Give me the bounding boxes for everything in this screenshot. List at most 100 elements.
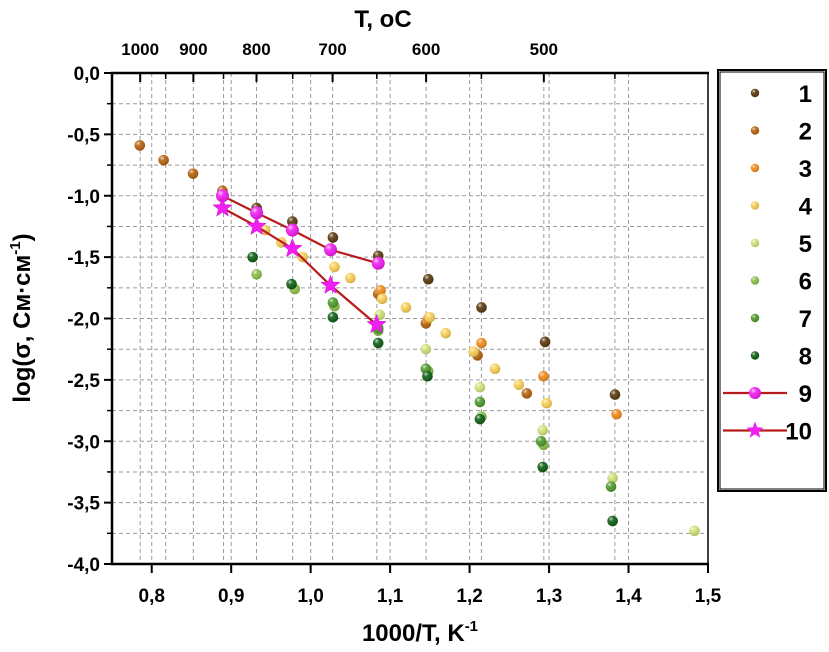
data-point-highlight [376, 293, 388, 305]
data-point-highlight [539, 336, 551, 348]
data-point-highlight [474, 381, 486, 393]
data-point-highlight [468, 346, 479, 357]
x-tick-label: 1,0 [297, 586, 323, 607]
data-point-highlight [345, 272, 356, 284]
data-point-highlight [251, 269, 262, 280]
data-point-highlight [607, 472, 618, 484]
series-1 [217, 186, 621, 400]
legend-marker-highlight [750, 163, 760, 173]
data-point-highlight [513, 379, 525, 391]
x-tick-label: 0,9 [218, 586, 244, 607]
legend-marker-highlight [749, 387, 761, 399]
data-point-highlight [422, 370, 433, 382]
data-point-highlight [689, 525, 700, 537]
data-point-highlight [521, 388, 533, 399]
legend-item-5: 5 [750, 231, 812, 258]
data-point-highlight [537, 424, 549, 436]
legend-label: 3 [799, 156, 812, 183]
data-point-highlight [287, 216, 298, 227]
legend-item-8: 8 [750, 344, 812, 371]
legend-label: 10 [785, 419, 812, 446]
legend-item-6: 6 [750, 269, 812, 296]
series-10 [212, 197, 387, 334]
legend-marker-highlight [750, 276, 760, 285]
data-point-highlight [538, 370, 549, 382]
data-point-highlight [537, 461, 549, 473]
data-point-highlight [474, 413, 486, 425]
x-axis-title: 1000/T, K-1 [362, 618, 478, 647]
y-tick-label: 0,0 [74, 64, 100, 85]
y-axis-title: log(σ, См·см-1) [7, 233, 36, 402]
data-point-highlight [327, 297, 339, 308]
y-tick-label: -2,5 [67, 371, 100, 392]
series-8 [247, 251, 618, 527]
data-point-highlight [329, 261, 340, 273]
series-3 [375, 284, 622, 420]
top-tick-label: 600 [412, 40, 440, 59]
x-tick-label: 1,3 [536, 586, 562, 607]
data-point-highlight [607, 515, 618, 527]
legend-marker-highlight [750, 126, 760, 135]
data-point-star [212, 197, 233, 217]
data-point-highlight [285, 223, 299, 237]
legend-marker-highlight [750, 238, 760, 248]
data-point-highlight [247, 251, 258, 263]
legend-marker-highlight [750, 351, 760, 360]
data-point-highlight [609, 389, 621, 400]
legend-label: 5 [799, 231, 812, 258]
legend-item-10: 10 [723, 419, 812, 446]
data-point-highlight [535, 435, 547, 447]
top-axis-title: T, oC [354, 6, 411, 33]
data-point-highlight [134, 140, 146, 151]
legend-item-2: 2 [750, 119, 812, 146]
y-tick-label: -3,0 [67, 432, 100, 453]
series-layer [134, 140, 700, 537]
grid [112, 73, 708, 564]
legend-inner-border [719, 71, 825, 490]
series-9 [215, 189, 385, 270]
legend-star-icon [746, 421, 764, 438]
data-point-highlight [286, 278, 297, 290]
data-point-highlight [476, 337, 487, 349]
legend-label: 9 [799, 381, 812, 408]
legend-item-1: 1 [750, 81, 812, 108]
top-tick-label: 800 [242, 40, 270, 59]
legend-label: 7 [799, 306, 812, 333]
data-point-highlight [215, 189, 229, 203]
y-tick-label: -3,5 [67, 494, 100, 515]
top-tick-label: 700 [318, 40, 346, 59]
legend-item-3: 3 [750, 156, 812, 183]
data-point-highlight [371, 256, 385, 270]
y-tick-label: -1,5 [67, 248, 100, 269]
legend-label: 1 [799, 81, 812, 108]
data-point-highlight [324, 243, 338, 257]
data-point-highlight [422, 273, 434, 285]
data-point-highlight [476, 302, 487, 313]
data-point-highlight [420, 343, 432, 355]
top-axis-ticks: 1000 900 800 700 600 500 [121, 40, 616, 82]
x-tick-label: 1,2 [456, 586, 482, 607]
legend-item-9: 9 [723, 381, 812, 408]
top-tick-label: 500 [530, 40, 558, 59]
series-6 [251, 269, 549, 451]
legend-label: 2 [799, 119, 812, 146]
legend-marker-highlight [750, 201, 760, 210]
legend-marker-highlight [750, 88, 760, 98]
top-tick-label: 1000 [121, 40, 159, 59]
legend-label: 6 [799, 269, 812, 296]
x-tick-label: 1,4 [615, 586, 642, 607]
data-point-highlight [372, 337, 384, 349]
data-point-star [246, 215, 267, 236]
y-tick-label: -1,0 [67, 187, 100, 208]
legend-label: 8 [799, 344, 812, 371]
legend-item-4: 4 [750, 194, 813, 221]
data-point-highlight [424, 311, 436, 323]
data-point-star [320, 274, 341, 294]
data-point-highlight [605, 481, 617, 492]
data-point-highlight [327, 232, 339, 243]
x-axis-ticks: 0,8 0,9 1,0 1,1 1,2 1,3 1,4 1,5 [139, 564, 722, 607]
data-point-highlight [250, 206, 264, 220]
y-axis-ticks: 0,0 -0,5 -1,0 -1,5 -2,0 -2,5 -3,0 -3,5 -4,0 [67, 64, 112, 576]
top-tick-label: 900 [179, 40, 207, 59]
data-point-star [282, 237, 303, 258]
